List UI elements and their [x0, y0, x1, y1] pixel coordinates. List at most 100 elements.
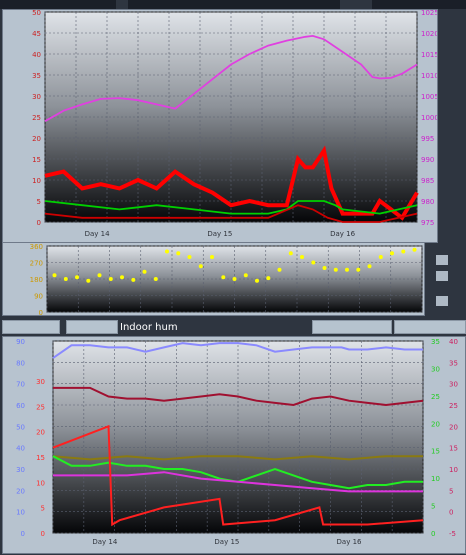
c3-left2-tick-0: 0	[21, 530, 25, 538]
tab-1[interactable]	[2, 320, 60, 334]
wind-direction-panel: 0 90 180 270 360	[2, 242, 425, 316]
side-block-3	[436, 296, 448, 306]
c2-left-tick-3: 270	[30, 260, 43, 268]
wind-pressure-chart: 0510152025303540455097598098599099510001…	[32, 10, 437, 238]
tab-5[interactable]	[394, 320, 466, 334]
c1-right-tick-8: 1015	[421, 51, 437, 59]
c1-right-tick-9: 1020	[421, 30, 437, 38]
c1-right-tick-4: 995	[421, 135, 434, 143]
temperature-humidity-panel: 0 5 10 15 20 25 30 0 10 20 30 40 50 60 70 80 90 0 5 10 15 20 2…	[2, 336, 466, 554]
direction-point-12	[187, 255, 192, 259]
c1-left-tick-10: 50	[32, 10, 41, 17]
c3-right2-tick-8: 35	[449, 359, 458, 367]
direction-point-16	[232, 277, 237, 281]
c3-left2-tick-3: 30	[16, 466, 25, 474]
c1-left-tick-4: 20	[32, 135, 41, 143]
direction-point-17	[243, 273, 248, 278]
c3-left-tick-3: 15	[36, 454, 45, 462]
direction-point-11	[176, 251, 181, 256]
c3-right-tick-2: 10	[431, 475, 440, 483]
c1-right-tick-3: 990	[421, 156, 434, 164]
direction-point-5	[108, 277, 113, 281]
direction-point-0	[52, 273, 57, 278]
c3-right2-tick-6: 25	[449, 402, 458, 410]
direction-point-19	[266, 276, 271, 281]
direction-point-6	[120, 275, 124, 280]
c1-xtick-1: Day 15	[207, 230, 232, 238]
wind-direction-chart: 0 90 180 270 360	[30, 243, 423, 315]
c2-left-tick-1: 90	[34, 293, 43, 301]
c1-right-tick-2: 985	[421, 177, 434, 185]
direction-point-15	[221, 275, 226, 280]
direction-point-2	[75, 275, 79, 280]
wind-pressure-panel: 0 5 10 15 20 25 30 35 40 45 50 975 980 985 990 995 1000 1…	[2, 9, 438, 243]
c3-right-tick-3: 15	[431, 448, 440, 456]
direction-point-14	[210, 255, 214, 259]
c3-right-tick-5: 25	[431, 393, 440, 401]
c1-left-tick-9: 45	[32, 30, 41, 38]
direction-point-13	[198, 264, 203, 269]
direction-point-25	[333, 267, 338, 272]
tab-2[interactable]	[66, 320, 118, 334]
side-block-2	[436, 271, 448, 281]
c3-left-tick-2: 10	[36, 479, 45, 487]
indoor-hum-line	[53, 386, 424, 407]
direction-point-30	[390, 251, 394, 256]
c1-left-tick-0: 0	[37, 219, 41, 227]
c3-left2-tick-2: 20	[16, 487, 25, 495]
c3-right2-tick-7: 30	[449, 381, 458, 389]
c3-left-tick-5: 25	[36, 403, 45, 411]
pressure-line	[44, 34, 418, 122]
c3-left2-tick-6: 60	[16, 402, 25, 410]
direction-point-18	[255, 278, 259, 283]
c3-left2-tick-1: 10	[16, 509, 25, 517]
c1-right-tick-1: 980	[421, 198, 434, 206]
c3-right2-tick-1: 0	[449, 509, 453, 517]
c2-left-tick-0: 0	[39, 309, 43, 315]
c2-left-tick-2: 180	[30, 276, 43, 284]
c3-xtick-0: Day 14	[92, 538, 118, 546]
c3-xtick-1: Day 15	[214, 538, 239, 546]
c3-right2-tick-0: -5	[449, 530, 456, 538]
c1-left-tick-2: 10	[32, 177, 41, 185]
temp-olive-line	[52, 455, 423, 461]
c1-right-tick-7: 1010	[421, 72, 437, 80]
c1-right-tick-6: 1005	[421, 93, 437, 101]
direction-point-7	[131, 277, 136, 282]
direction-point-21	[288, 251, 293, 256]
c1-left-tick-3: 15	[32, 156, 41, 164]
direction-point-8	[142, 269, 147, 274]
direction-point-29	[378, 255, 383, 259]
direction-point-1	[63, 277, 68, 281]
temp-out-line	[52, 424, 424, 527]
gust-line	[44, 204, 418, 223]
c2-left-tick-4: 360	[30, 243, 43, 251]
c3-right2-tick-2: 5	[449, 487, 453, 495]
direction-point-3	[86, 278, 91, 283]
c3-left2-tick-4: 40	[16, 445, 25, 453]
c3-xtick-2: Day 16	[337, 538, 363, 546]
direction-point-22	[300, 255, 304, 259]
direction-point-20	[277, 267, 282, 272]
c1-xtick-2: Day 16	[330, 230, 356, 238]
tab-4[interactable]	[312, 320, 392, 334]
direction-point-31	[401, 249, 406, 254]
c3-left-tick-0: 0	[41, 530, 45, 538]
direction-point-4	[97, 273, 102, 278]
c1-left-tick-5: 25	[32, 114, 41, 122]
direction-point-26	[345, 267, 349, 272]
dew-line	[53, 471, 423, 493]
humidity-line	[52, 342, 423, 359]
direction-point-32	[412, 247, 417, 252]
c3-left-tick-1: 5	[41, 505, 45, 513]
direction-point-23	[311, 260, 316, 265]
direction-point-24	[322, 266, 327, 270]
direction-point-28	[367, 264, 372, 269]
c3-right2-tick-9: 40	[449, 338, 458, 346]
c3-left2-tick-9: 90	[16, 338, 25, 346]
c3-right2-tick-4: 15	[449, 445, 458, 453]
c3-right2-tick-5: 20	[449, 423, 458, 431]
c1-xtick-0: Day 14	[85, 230, 111, 238]
top-bar-mid	[128, 0, 340, 9]
c1-left-tick-6: 30	[32, 93, 41, 101]
